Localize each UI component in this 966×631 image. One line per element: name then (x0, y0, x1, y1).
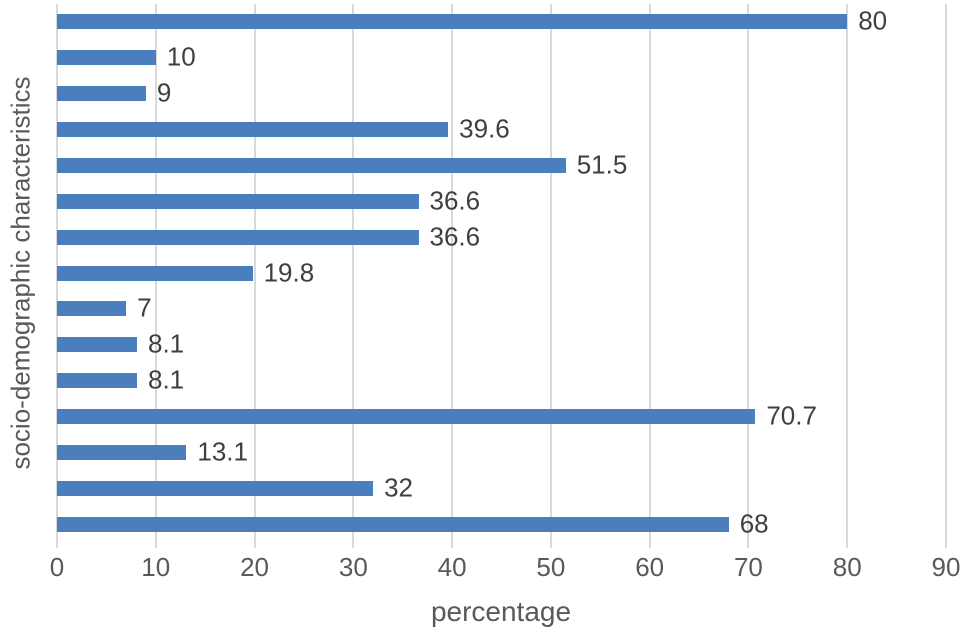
x-tick-mark (154, 542, 157, 548)
x-tick-label: 80 (832, 552, 862, 582)
bar-value-label: 19.8 (263, 256, 315, 287)
bar-value-label: 10 (166, 40, 196, 71)
x-tick-mark (747, 542, 750, 548)
bar: 70.7 (57, 400, 817, 430)
bar: 80 (57, 5, 887, 35)
gridline (253, 4, 256, 542)
bar: 19.8 (57, 257, 314, 287)
x-tick-label: 10 (141, 552, 171, 582)
x-tick-mark (56, 542, 58, 548)
x-tick-mark (549, 542, 552, 548)
x-tick-mark (648, 542, 651, 548)
x-tick-mark (352, 542, 355, 548)
bar: 8.1 (57, 364, 184, 394)
gridline (747, 4, 750, 542)
gridline (945, 4, 947, 542)
x-tick-mark (451, 542, 454, 548)
x-tick-mark (253, 542, 256, 548)
x-tick-mark (846, 542, 849, 548)
x-tick-label: 70 (733, 552, 763, 582)
bar: 36.6 (57, 221, 480, 251)
gridline (451, 4, 454, 542)
x-tick-label: 0 (49, 552, 65, 582)
gridline (352, 4, 355, 542)
bar-value-label: 32 (384, 471, 413, 502)
bar: 68 (57, 508, 769, 538)
bar: 7 (57, 292, 152, 322)
bar-value-label: 36.6 (429, 184, 481, 215)
x-tick-label: 90 (931, 552, 961, 582)
bar: 13.1 (57, 436, 248, 466)
x-tick-label: 30 (338, 552, 368, 582)
bar-value-label: 9 (156, 76, 172, 107)
x-tick-label: 40 (437, 552, 467, 582)
bar-value-label: 7 (137, 291, 152, 322)
x-tick-mark (945, 542, 947, 548)
bar: 10 (57, 41, 196, 71)
y-axis-title: socio-demographic characteristics (5, 76, 36, 470)
x-tick-label: 60 (635, 552, 665, 582)
bar-value-label: 36.6 (429, 220, 481, 251)
bar: 32 (57, 472, 413, 502)
bar: 36.6 (57, 185, 480, 215)
bar-value-label: 8.1 (148, 327, 185, 358)
plot-area: 80 10 9 39.6 51.5 36.6 36.6 19.8 7 8.1 8.1 70.7 13.1… (56, 4, 947, 542)
bar: 8.1 (57, 328, 184, 358)
bar-value-label: 80 (858, 4, 888, 35)
bar-value-label: 39.6 (459, 112, 510, 143)
x-axis-title: percentage (430, 596, 572, 627)
x-tick-label: 50 (536, 552, 566, 582)
gridline (648, 4, 651, 542)
x-tick-label: 20 (240, 552, 270, 582)
bar: 9 (57, 77, 171, 107)
bar-value-label: 13.1 (197, 435, 248, 466)
gridline (549, 4, 552, 542)
bar-value-label: 51.5 (576, 148, 628, 179)
bar: 51.5 (57, 149, 627, 179)
bar: 39.6 (57, 113, 510, 143)
bar-value-label: 68 (739, 507, 769, 538)
gridline (846, 4, 849, 542)
bar-value-label: 70.7 (766, 399, 817, 430)
bar-value-label: 8.1 (148, 363, 185, 394)
